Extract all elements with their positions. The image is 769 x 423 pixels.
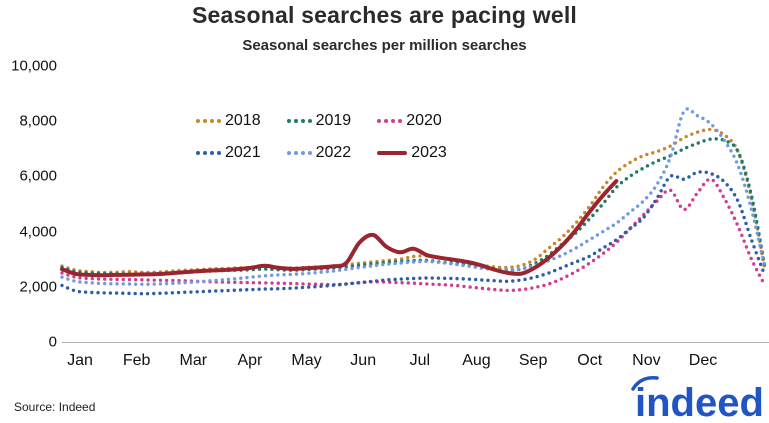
legend-dot-swatch bbox=[300, 119, 305, 123]
legend-dot-swatch bbox=[203, 151, 207, 155]
legend-swatch-2019 bbox=[286, 119, 312, 123]
series-line-2022 bbox=[60, 107, 767, 287]
series-line-2021 bbox=[60, 170, 767, 296]
chart-subtitle: Seasonal searches per million searches bbox=[242, 37, 527, 54]
y-tick-label: 2,000 bbox=[19, 278, 57, 296]
legend-row-2: 2021 2022 2023 bbox=[196, 144, 447, 162]
legend-dot-swatch bbox=[203, 119, 207, 123]
legend-dot-swatch bbox=[286, 119, 291, 123]
x-tick-label-dec: Dec bbox=[688, 352, 718, 369]
series-line-2023 bbox=[60, 179, 619, 278]
y-tick-label: 8,000 bbox=[19, 112, 57, 130]
legend-dot-swatch bbox=[384, 119, 389, 123]
y-tick-label: 10,000 bbox=[11, 57, 57, 75]
x-tick-label-sep: Sep bbox=[518, 352, 548, 369]
legend-item-2023: 2023 bbox=[377, 144, 447, 162]
legend-row-1: 2018 2019 2020 bbox=[196, 112, 447, 130]
legend-label-2021: 2021 bbox=[225, 144, 261, 161]
legend-label-2022: 2022 bbox=[315, 144, 352, 161]
chart-lines bbox=[60, 107, 767, 296]
legend-item-2019: 2019 bbox=[286, 112, 352, 130]
legend-swatch-2020 bbox=[377, 119, 403, 123]
legend-dot-swatch bbox=[196, 151, 200, 155]
chart-title: Seasonal searches are pacing well bbox=[191, 2, 578, 28]
x-tick-label-oct: Oct bbox=[577, 352, 603, 369]
x-tick-label-mar: Mar bbox=[179, 352, 208, 369]
legend-dot-swatch bbox=[391, 119, 396, 123]
legend-label-2019: 2019 bbox=[315, 112, 352, 129]
legend-dot-swatch bbox=[286, 151, 291, 155]
legend-swatch-2021 bbox=[196, 151, 221, 155]
indeed-logo-text: indeed bbox=[635, 381, 764, 422]
legend-dot-swatch bbox=[210, 151, 214, 155]
legend-dot-swatch bbox=[300, 151, 305, 155]
legend-label-2023: 2023 bbox=[411, 144, 447, 161]
legend-dot-swatch bbox=[293, 151, 298, 155]
legend-dot-swatch bbox=[307, 151, 312, 155]
legend-dot-swatch bbox=[398, 119, 403, 123]
legend-swatch-2023 bbox=[377, 151, 408, 155]
legend-dot-swatch bbox=[210, 119, 214, 123]
legend-dot-swatch bbox=[217, 119, 221, 123]
x-tick-label-apr: Apr bbox=[237, 352, 263, 369]
x-tick-label-jun: Jun bbox=[350, 352, 377, 369]
legend-label-2020: 2020 bbox=[406, 112, 442, 129]
y-tick-label: 0 bbox=[48, 333, 57, 351]
legend-item-2018: 2018 bbox=[196, 112, 261, 130]
legend-item-2021: 2021 bbox=[196, 144, 261, 162]
legend-swatch-2018 bbox=[196, 119, 221, 123]
x-tick-label-may: May bbox=[291, 352, 322, 369]
y-tick-label: 4,000 bbox=[19, 223, 57, 241]
y-tick-label: 6,000 bbox=[19, 167, 57, 185]
indeed-logo-swoosh-icon bbox=[631, 375, 659, 391]
x-tick-label-jan: Jan bbox=[67, 352, 93, 369]
legend-dot-swatch bbox=[307, 119, 312, 123]
legend-dot-swatch bbox=[377, 119, 382, 123]
x-tick-label-nov: Nov bbox=[632, 352, 661, 369]
x-tick-label-aug: Aug bbox=[462, 352, 491, 369]
legend-dot-swatch bbox=[196, 119, 200, 123]
x-tick-label-feb: Feb bbox=[122, 352, 151, 369]
chart-legend: 2018 2019 2020 2021 2022 2023 bbox=[196, 112, 447, 162]
legend-dot-swatch bbox=[217, 151, 221, 155]
indeed-logo: indeed bbox=[631, 375, 764, 422]
legend-swatch-2022 bbox=[286, 151, 312, 155]
legend-dot-swatch bbox=[293, 119, 298, 123]
legend-label-2018: 2018 bbox=[225, 112, 261, 129]
source-note: Source: Indeed bbox=[14, 400, 96, 414]
legend-item-2020: 2020 bbox=[377, 112, 442, 130]
x-tick-label-jul: Jul bbox=[409, 352, 431, 369]
legend-item-2022: 2022 bbox=[286, 144, 352, 162]
